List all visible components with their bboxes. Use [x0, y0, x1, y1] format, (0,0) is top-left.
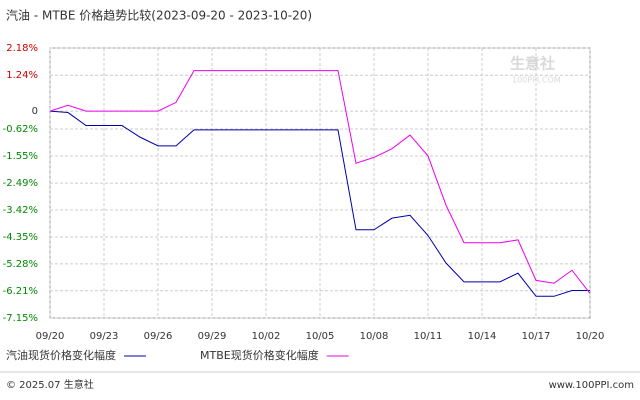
y-tick-label: -1.55%: [3, 151, 38, 162]
y-tick-label: 1.24%: [6, 70, 38, 81]
x-tick-label: 09/20: [36, 331, 65, 342]
y-tick-label: -5.28%: [3, 259, 38, 270]
x-tick-label: 10/08: [360, 331, 389, 342]
legend-label: 汽油现货价格变化幅度: [6, 348, 116, 362]
x-tick-label: 10/20: [576, 331, 605, 342]
legend-label: MTBE现货价格变化幅度: [200, 348, 319, 362]
x-tick-label: 09/26: [144, 331, 173, 342]
series-line: [49, 70, 591, 294]
watermark: 生意社: [510, 55, 555, 73]
series-line: [49, 110, 590, 297]
x-tick-label: 10/02: [252, 331, 281, 342]
y-tick-label: -0.62%: [3, 124, 38, 135]
y-tick-label: -2.49%: [3, 178, 38, 189]
footer-left: © 2025.07 生意社: [6, 378, 94, 391]
y-tick-label: -4.35%: [3, 232, 38, 243]
footer-right: www.100PPI.com: [549, 380, 634, 391]
y-tick-label: -3.42%: [3, 205, 38, 216]
y-tick-label: -6.21%: [3, 286, 38, 297]
chart-title: 汽油 - MTBE 价格趋势比较(2023-09-20 - 2023-10-20…: [6, 8, 312, 23]
x-tick-label: 10/17: [522, 331, 551, 342]
y-tick-label: -7.15%: [3, 313, 38, 324]
y-tick-label: 0: [32, 106, 38, 117]
x-tick-label: 09/23: [90, 331, 119, 342]
x-tick-label: 10/14: [468, 331, 497, 342]
y-tick-label: 2.18%: [6, 43, 38, 54]
x-tick-label: 09/29: [198, 331, 227, 342]
x-tick-label: 10/11: [414, 331, 443, 342]
x-tick-label: 10/05: [306, 331, 335, 342]
